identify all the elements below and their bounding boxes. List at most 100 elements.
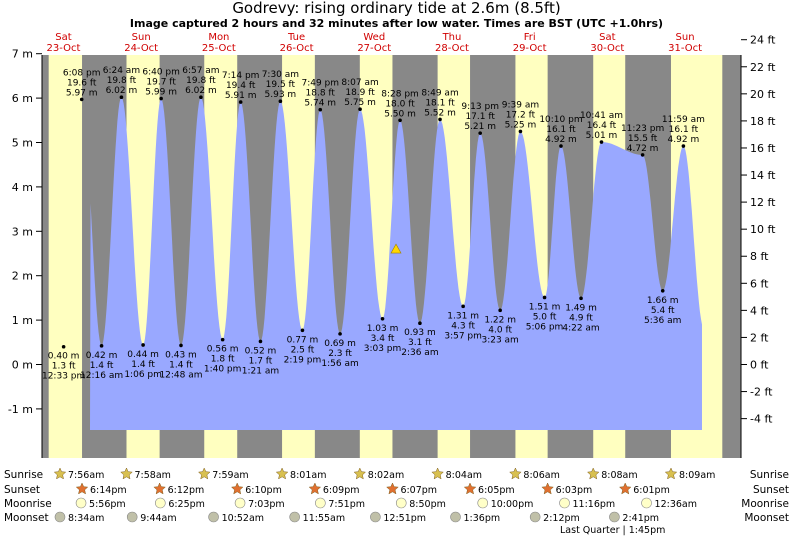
right-tick-label: -4 ft — [750, 413, 773, 426]
row-label-right-moonset: Moonset — [744, 512, 789, 524]
sunset-time: 6:09pm — [323, 485, 360, 496]
low-tide-time: 5:36 am — [644, 316, 681, 326]
low-tide-point — [179, 343, 183, 348]
low-tide-metres: 1.03 m — [367, 324, 399, 334]
left-tick-label: 7 m — [12, 48, 33, 61]
high-tide-feet: 18.1 ft — [425, 98, 455, 108]
right-tick-label: 14 ft — [750, 169, 776, 182]
low-tide-time: 12:33 pm — [42, 372, 85, 382]
sunset-icon — [308, 482, 322, 495]
right-tick-label: 16 ft — [750, 142, 776, 155]
day-date-label: 27-Oct — [357, 43, 391, 54]
high-tide-metres: 5.52 m — [424, 108, 456, 118]
high-tide-point — [559, 144, 563, 148]
high-tide-metres: 5.91 m — [225, 91, 257, 101]
sunset-time: 6:14pm — [90, 485, 127, 496]
moonrise-icon — [641, 497, 652, 509]
moonset-time: 1:36pm — [464, 513, 501, 524]
high-tide-feet: 19.8 ft — [186, 76, 216, 86]
low-tide-time: 3:57 pm — [444, 331, 482, 341]
moonset-time: 2:12pm — [543, 513, 580, 524]
sunset-time: 6:05pm — [478, 485, 515, 496]
low-tide-feet: 4.0 ft — [488, 325, 512, 335]
sunrise-icon — [431, 467, 444, 480]
sunrise-icon — [120, 467, 133, 480]
moonrise-icon — [559, 497, 570, 509]
low-tide-metres: 1.51 m — [529, 302, 561, 312]
high-tide-time: 6:24 am — [103, 66, 140, 76]
moonset-icon — [208, 511, 219, 523]
row-label-right-sunset: Sunset — [753, 484, 789, 496]
low-tide-point — [579, 296, 583, 301]
high-tide-feet: 19.7 ft — [146, 78, 176, 88]
low-tide-time: 1:56 am — [321, 359, 358, 369]
sunrise-icon — [53, 467, 67, 480]
moonset-time: 11:55am — [303, 513, 345, 524]
moonrise-icon — [395, 497, 407, 509]
high-tide-feet: 18.0 ft — [385, 99, 415, 109]
low-tide-metres: 0.43 m — [165, 350, 197, 360]
high-tide-time: 10:41 am — [580, 111, 623, 121]
high-tide-time: 8:28 pm — [381, 89, 419, 99]
moonrise-time: 5:56pm — [89, 499, 126, 510]
high-tide-point — [79, 97, 84, 102]
high-tide-point — [238, 100, 243, 104]
high-tide-point — [119, 95, 124, 100]
low-tide-time: 1:06 pm — [124, 370, 162, 380]
high-tide-time: 6:57 am — [182, 66, 219, 76]
low-tide-point — [380, 316, 385, 321]
low-tide-feet: 1.7 ft — [249, 356, 273, 366]
low-tide-feet: 1.3 ft — [52, 362, 76, 372]
high-tide-time: 10:10 pm — [539, 115, 582, 125]
high-tide-metres: 5.74 m — [304, 99, 336, 109]
low-tide-feet: 5.0 ft — [533, 312, 557, 322]
high-tide-point — [518, 129, 523, 134]
moonrise-icon — [477, 497, 489, 509]
low-tide-metres: 1.31 m — [447, 311, 479, 321]
moonrise-time: 11:16pm — [573, 499, 616, 510]
sunrise-icon — [509, 467, 522, 480]
right-tick-label: 12 ft — [750, 196, 776, 209]
sunrise-time: 7:58am — [134, 470, 170, 481]
day-date-label: 25-Oct — [202, 43, 236, 54]
low-tide-time: 2:19 pm — [284, 355, 322, 365]
high-tide-feet: 19.4 ft — [226, 81, 256, 91]
day-name-label: Sat — [599, 32, 615, 43]
sunset-time: 6:10pm — [245, 485, 282, 496]
high-tide-point — [640, 153, 645, 157]
right-tick-label: 20 ft — [750, 88, 776, 101]
left-tick-label: 5 m — [12, 137, 33, 150]
high-tide-point — [199, 95, 203, 100]
high-tide-time: 9:39 am — [502, 100, 539, 110]
sunrise-icon — [197, 467, 211, 480]
sunrise-time: 7:56am — [68, 470, 104, 481]
low-tide-feet: 2.5 ft — [291, 345, 315, 355]
day-date-label: 24-Oct — [124, 43, 158, 54]
moonset-icon — [289, 511, 300, 523]
high-tide-time: 11:23 pm — [621, 124, 664, 134]
high-tide-metres: 5.01 m — [586, 131, 618, 141]
sunset-icon — [541, 482, 554, 495]
high-tide-feet: 19.8 ft — [107, 76, 137, 86]
right-tick-label: 24 ft — [750, 34, 776, 47]
high-tide-metres: 5.25 m — [505, 120, 537, 130]
high-tide-metres: 4.72 m — [627, 144, 659, 154]
low-tide-feet: 2.3 ft — [328, 349, 352, 359]
right-tick-label: 10 ft — [750, 223, 776, 236]
sunset-time: 6:03pm — [556, 485, 593, 496]
row-label-sunrise: Sunrise — [4, 469, 43, 481]
left-tick-label: -1 m — [8, 403, 33, 416]
row-label-right-sunrise: Sunrise — [750, 469, 789, 481]
sunrise-time: 8:08am — [601, 470, 637, 481]
sunset-icon — [463, 482, 477, 495]
row-label-sunset: Sunset — [4, 484, 40, 496]
low-tide-metres: 0.42 m — [86, 351, 118, 361]
left-tick-label: 4 m — [12, 181, 33, 194]
high-tide-feet: 17.1 ft — [465, 112, 495, 122]
high-tide-time: 6:40 pm — [142, 68, 180, 78]
high-tide-feet: 19.5 ft — [266, 80, 296, 90]
high-tide-time: 8:07 am — [341, 78, 378, 88]
moonset-time: 8:34am — [68, 513, 104, 524]
low-tide-point — [258, 339, 263, 344]
sunrise-icon — [664, 467, 678, 480]
